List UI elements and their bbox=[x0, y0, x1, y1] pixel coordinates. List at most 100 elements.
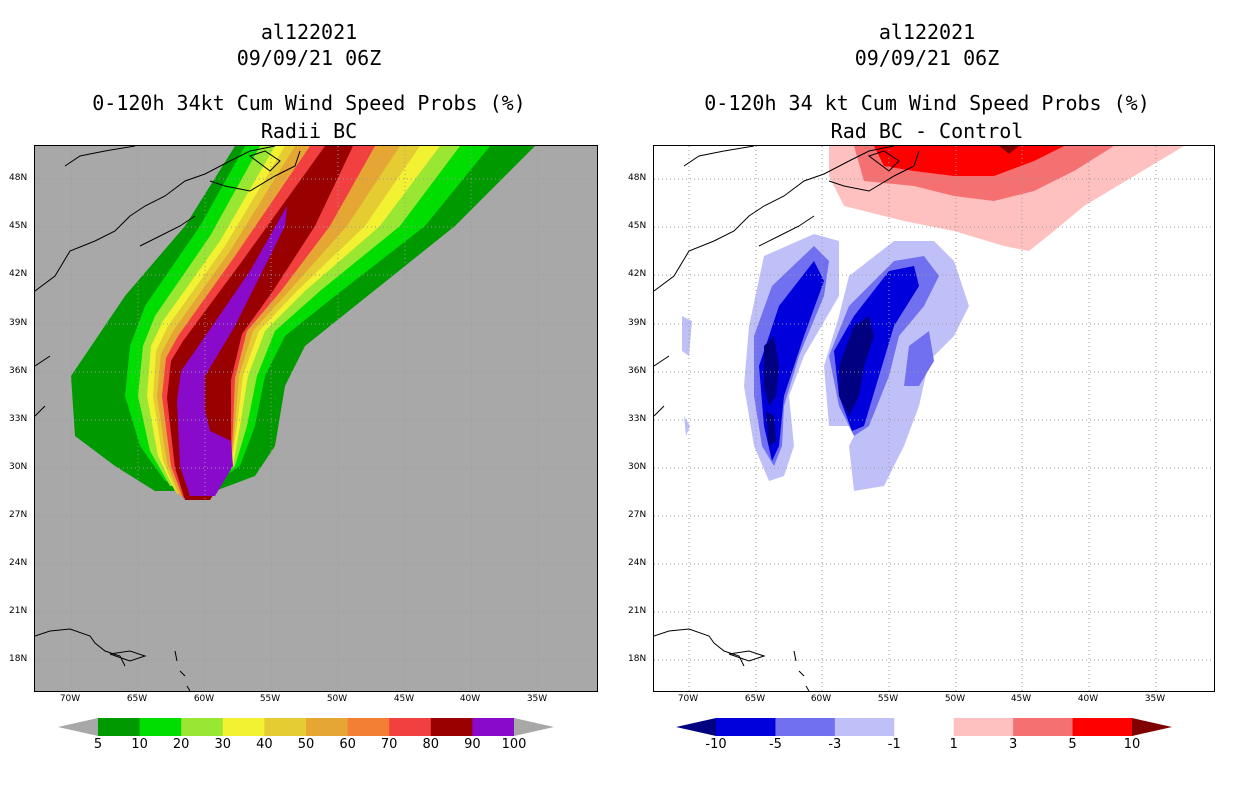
left-lon-label: 40W bbox=[459, 694, 481, 704]
colorbar-extend-left bbox=[58, 718, 98, 736]
neg-1-c bbox=[682, 316, 692, 436]
left-lon-label: 50W bbox=[326, 694, 348, 704]
colorbar-label: 20 bbox=[172, 737, 190, 752]
colorbar-label: 60 bbox=[339, 737, 356, 752]
right-colorbar bbox=[676, 718, 1172, 736]
left-lat-label: 39N bbox=[9, 318, 28, 328]
left-lat-label: 18N bbox=[9, 654, 28, 664]
right-lat-label: 36N bbox=[628, 366, 647, 376]
right-lon-label: 40W bbox=[1077, 694, 1099, 704]
colorbar-label: -3 bbox=[828, 737, 842, 752]
left-lat-label: 48N bbox=[9, 173, 28, 183]
colorbar-swatch bbox=[347, 718, 390, 736]
left-lat-label: 33N bbox=[9, 414, 28, 424]
colorbar-label: -5 bbox=[768, 737, 782, 752]
colorbar-label: 10 bbox=[1123, 737, 1141, 752]
colorbar-label: 30 bbox=[214, 737, 232, 752]
left-lat-label: 27N bbox=[9, 510, 28, 520]
left-lat-label: 36N bbox=[9, 366, 28, 376]
colorbar-swatch bbox=[1013, 718, 1074, 736]
colorbar-label: 90 bbox=[464, 737, 481, 752]
colorbar-swatch bbox=[222, 718, 265, 736]
colorbar-label: 80 bbox=[422, 737, 440, 752]
left-lat-label: 21N bbox=[9, 606, 28, 616]
colorbar-swatch bbox=[181, 718, 224, 736]
left-lat-label: 42N bbox=[9, 269, 28, 279]
colorbar-label: 5 bbox=[1068, 737, 1077, 752]
colorbar-swatch bbox=[894, 718, 955, 736]
colorbar-swatch bbox=[775, 718, 836, 736]
negative-difference bbox=[682, 234, 969, 491]
right-storm-id: al122021 bbox=[878, 20, 976, 44]
right-title: 0-120h 34 kt Cum Wind Speed Probs (%) bbox=[704, 91, 1150, 115]
right-coastline bbox=[654, 146, 920, 691]
right-lat-label: 21N bbox=[628, 606, 647, 616]
colorbar-swatch bbox=[716, 718, 776, 736]
left-grid bbox=[35, 146, 597, 691]
left-lon-label: 70W bbox=[59, 694, 81, 704]
colorbar-swatch bbox=[472, 718, 515, 736]
right-lat-label: 27N bbox=[628, 510, 647, 520]
positive-difference bbox=[829, 146, 1184, 251]
colorbar-label: 10 bbox=[131, 737, 148, 752]
right-lat-label: 24N bbox=[628, 558, 647, 568]
right-lon-label: 55W bbox=[877, 694, 899, 704]
colorbar-swatch bbox=[389, 718, 432, 736]
colorbar-swatch bbox=[264, 718, 307, 736]
colorbar-swatch bbox=[953, 718, 1014, 736]
colorbar-swatch bbox=[430, 718, 473, 736]
band-90 bbox=[177, 206, 287, 496]
left-coastline bbox=[35, 146, 301, 691]
colorbar-swatch bbox=[139, 718, 182, 736]
right-grid bbox=[654, 146, 1214, 691]
left-lon-label: 45W bbox=[393, 694, 415, 704]
right-lon-label: 65W bbox=[744, 694, 766, 704]
right-lon-label: 45W bbox=[1010, 694, 1032, 704]
left-lon-label: 55W bbox=[259, 694, 281, 704]
left-map-canvas bbox=[35, 146, 597, 691]
right-map-canvas bbox=[654, 146, 1214, 691]
right-map bbox=[653, 145, 1215, 692]
neg-10-a bbox=[764, 336, 779, 446]
colorbar-label: -1 bbox=[887, 737, 901, 752]
band-80 bbox=[167, 146, 353, 500]
left-title: 0-120h 34kt Cum Wind Speed Probs (%) bbox=[92, 91, 526, 115]
right-subtitle: Rad BC - Control bbox=[830, 119, 1024, 143]
pos-10 bbox=[999, 146, 1019, 154]
left-map bbox=[34, 145, 598, 692]
right-lat-label: 42N bbox=[628, 269, 647, 279]
right-lon-label: 50W bbox=[944, 694, 966, 704]
right-lat-label: 33N bbox=[628, 414, 647, 424]
right-datetime: 09/09/21 06Z bbox=[854, 46, 1000, 70]
colorbar-label: 70 bbox=[380, 737, 398, 752]
right-lat-label: 39N bbox=[628, 318, 647, 328]
left-lon-label: 60W bbox=[193, 694, 215, 704]
left-lon-label: 35W bbox=[526, 694, 548, 704]
right-lat-label: 30N bbox=[628, 462, 647, 472]
colorbar-label: 3 bbox=[1009, 737, 1018, 752]
colorbar-label: 50 bbox=[297, 737, 315, 752]
colorbar-extend-right bbox=[1132, 718, 1172, 736]
right-lon-label: 60W bbox=[810, 694, 832, 704]
pos-5 bbox=[874, 146, 1064, 176]
left-lon-label: 65W bbox=[126, 694, 148, 704]
colorbar-label: 100 bbox=[501, 737, 527, 752]
neg-10-b bbox=[839, 316, 874, 416]
colorbar-swatch bbox=[98, 718, 141, 736]
colorbar-label: 5 bbox=[93, 737, 103, 752]
neg-5-a bbox=[759, 261, 824, 461]
left-colorbar bbox=[58, 718, 554, 736]
colorbar-extend-right bbox=[514, 718, 554, 736]
right-lat-label: 18N bbox=[628, 654, 647, 664]
left-lat-label: 45N bbox=[9, 221, 28, 231]
colorbar-swatch bbox=[306, 718, 349, 736]
right-lat-label: 45N bbox=[628, 221, 647, 231]
left-lat-label: 24N bbox=[9, 558, 28, 568]
colorbar-extend-left bbox=[676, 718, 716, 736]
colorbar-swatch bbox=[1072, 718, 1133, 736]
probability-swath bbox=[71, 146, 535, 500]
colorbar-swatch bbox=[834, 718, 895, 736]
right-lon-label: 35W bbox=[1144, 694, 1166, 704]
right-lon-label: 70W bbox=[677, 694, 699, 704]
colorbar-label: -10 bbox=[705, 737, 727, 752]
